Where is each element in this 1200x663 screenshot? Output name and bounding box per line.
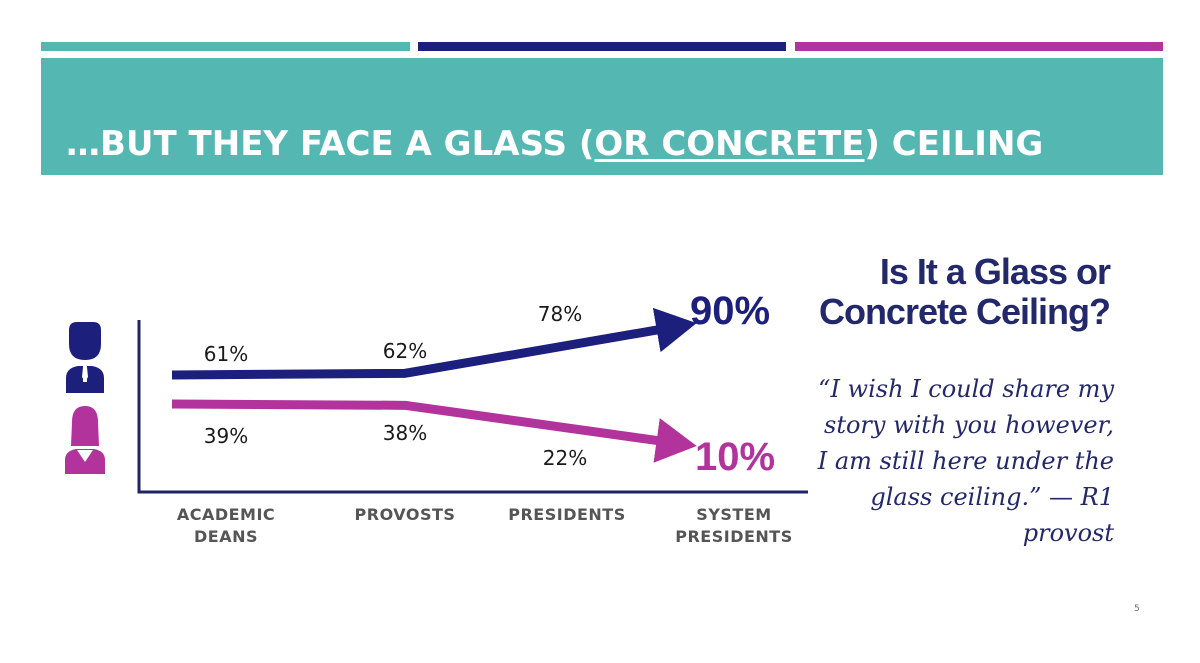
navy-stripe [418, 42, 786, 51]
category-label-0-line-1: DEANS [194, 527, 258, 546]
data-label-male-0: 61% [204, 342, 248, 366]
title-part-2: ) CEILING [864, 124, 1044, 164]
category-label-3-line-1: PRESIDENTS [675, 527, 793, 546]
side-heading: Is It a Glass or Concrete Ceiling? [818, 251, 1111, 332]
female-icon [65, 406, 105, 474]
data-label-female-1: 38% [383, 421, 427, 445]
data-label-male-2: 78% [538, 302, 582, 326]
data-label-female-3: 10% [695, 435, 775, 479]
slide-number: 5 [1134, 604, 1140, 614]
category-label-0-line-0: ACADEMIC [177, 505, 275, 524]
series-line-female [171, 399, 697, 463]
title-part-1: …BUT THEY FACE A GLASS ( [66, 124, 595, 164]
series-line-male [171, 307, 697, 380]
data-label-male-1: 62% [383, 339, 427, 363]
side-heading-line-1: Is It a Glass or [879, 251, 1111, 292]
quote-text: “I wish I could share my story with you … [817, 375, 1114, 547]
side-heading-line-2: Concrete Ceiling? [818, 291, 1111, 332]
line-chart: 61% 62% 78% 90% 39% 38% 22% 10% ACADEMIC DEANS PRO… [137, 289, 808, 546]
data-label-female-0: 39% [204, 424, 248, 448]
category-label-3-line-0: SYSTEM [696, 505, 771, 524]
chart-axis [137, 320, 808, 494]
category-label-2: PRESIDENTS [508, 505, 626, 524]
data-label-male-3: 90% [690, 289, 770, 333]
male-icon [66, 322, 104, 393]
title-underlined: OR CONCRETE [594, 124, 865, 164]
page-title: …BUT THEY FACE A GLASS (OR CONCRETE) CEI… [66, 124, 1043, 164]
magenta-stripe [795, 42, 1163, 51]
category-label-1: PROVOSTS [355, 505, 456, 524]
teal-stripe [41, 42, 410, 51]
data-label-female-2: 22% [543, 446, 587, 470]
title-bar [41, 58, 1163, 175]
